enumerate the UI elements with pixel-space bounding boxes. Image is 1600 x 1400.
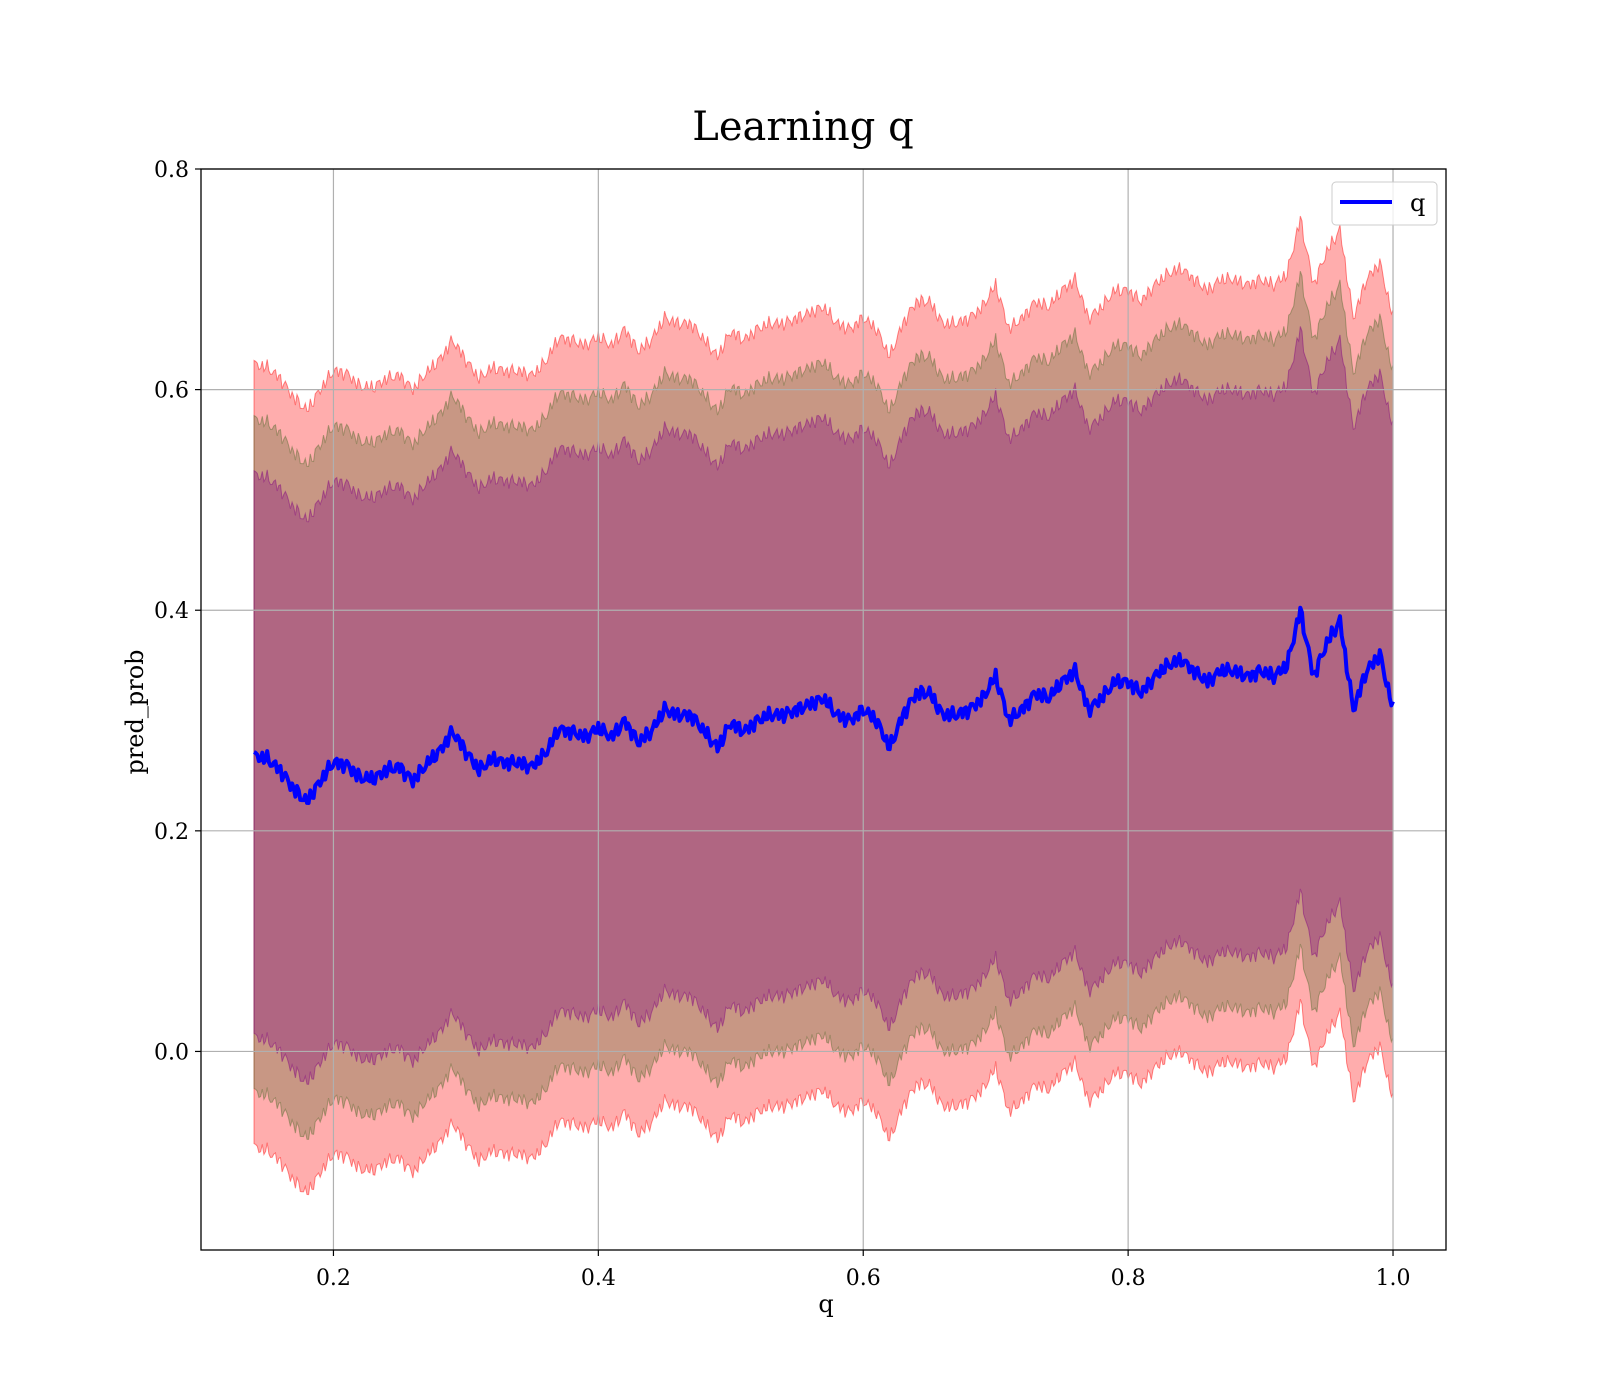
chart-title: Learning q <box>692 104 913 150</box>
x-tick-label: 0.8 <box>1111 1266 1146 1291</box>
y-tick-label: 0.0 <box>154 1040 189 1065</box>
y-tick-label: 0.4 <box>154 599 189 624</box>
legend: q <box>1331 181 1438 226</box>
y-tick-label: 0.2 <box>154 820 189 845</box>
x-axis-label: q <box>818 1290 833 1318</box>
x-tick-label: 0.2 <box>316 1266 351 1291</box>
y-tick-label: 0.8 <box>154 158 189 183</box>
y-tick-label: 0.6 <box>154 379 189 404</box>
x-tick-label: 0.6 <box>846 1266 881 1291</box>
x-tick-label: 1.0 <box>1376 1266 1411 1291</box>
series-line-q <box>253 605 1395 805</box>
ticks: 0.2 0.4 0.6 0.8 1.0 0.0 0.2 0.4 0.6 0.8 <box>154 158 1411 1291</box>
y-axis-label: pred_prob <box>121 649 149 774</box>
series-layer <box>253 605 1395 805</box>
confidence-bands <box>253 215 1394 1196</box>
legend-label-q: q <box>1410 189 1425 217</box>
plot-area: 0.2 0.4 0.6 0.8 1.0 0.0 0.2 0.4 0.6 0.8 <box>154 158 1447 1291</box>
axes-frame <box>200 168 1447 1251</box>
x-tick-label: 0.4 <box>581 1266 616 1291</box>
